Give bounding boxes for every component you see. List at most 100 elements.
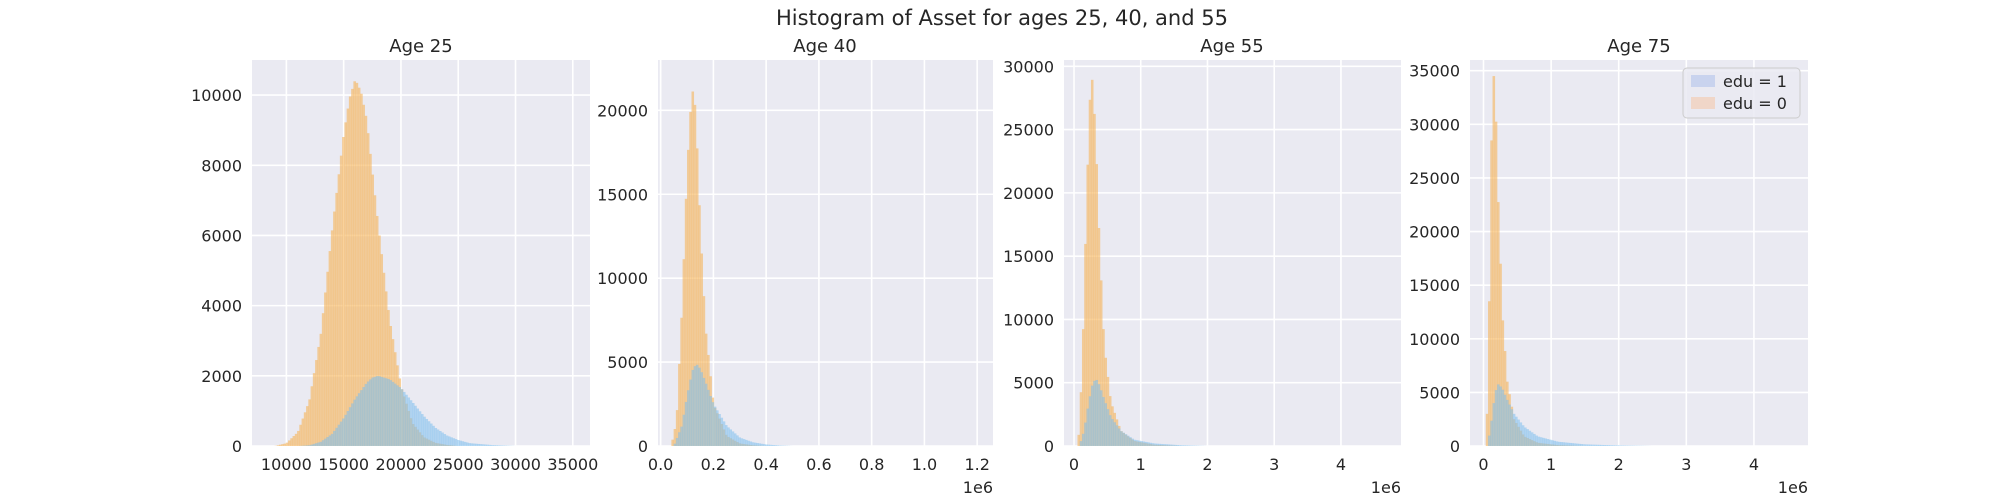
bar-edu1	[742, 439, 746, 446]
bar-edu0	[382, 272, 386, 446]
bar-edu1	[466, 442, 469, 446]
bar-edu0	[1104, 357, 1107, 446]
bar-edu1	[1566, 442, 1570, 446]
bar-edu1	[1512, 413, 1516, 446]
bar-edu1	[751, 442, 755, 446]
bar-edu1	[684, 401, 688, 446]
x-tick-label: 0	[1478, 455, 1488, 474]
bar-edu1	[736, 435, 739, 446]
bar-edu0	[1488, 301, 1491, 446]
bar-edu1	[1492, 403, 1496, 446]
y-tick-label: 20000	[1409, 223, 1460, 242]
y-tick-label: 5000	[1013, 374, 1054, 393]
bar-edu1	[389, 380, 393, 446]
bar-edu1	[360, 390, 363, 446]
bar-edu1	[1149, 442, 1152, 446]
bar-edu1	[1528, 430, 1532, 446]
bar-edu0	[1099, 280, 1103, 446]
bar-edu0	[691, 91, 695, 446]
panel-title: Age 75	[1607, 36, 1670, 57]
panel-title: Age 40	[793, 36, 856, 57]
bar-edu1	[765, 444, 768, 446]
bar-edu0	[378, 235, 381, 446]
bar-edu1	[1099, 390, 1103, 446]
bar-edu0	[371, 174, 374, 446]
bar-edu1	[704, 383, 708, 446]
legend-label-edu0: edu = 0	[1723, 94, 1787, 113]
bar-edu1	[1503, 394, 1507, 446]
bar-edu1	[1490, 420, 1493, 446]
bar-edu1	[477, 443, 480, 446]
bar-edu0	[339, 155, 343, 447]
bar-edu1	[414, 405, 417, 446]
bar-edu1	[333, 430, 336, 446]
bar-edu1	[439, 431, 442, 446]
bar-edu1	[769, 444, 773, 446]
bar-edu0	[319, 333, 323, 446]
bar-edu1	[727, 427, 730, 446]
bar-edu0	[321, 313, 325, 446]
bar-edu0	[326, 271, 329, 446]
gridlines	[1064, 60, 1401, 447]
plot-area	[252, 60, 590, 446]
bar-edu1	[713, 406, 717, 446]
bar-edu0	[387, 310, 390, 446]
bar-edu1	[346, 411, 350, 446]
bar-edu1	[306, 445, 309, 446]
bar-edu1	[317, 442, 320, 446]
bar-edu0	[1086, 164, 1090, 446]
bar-edu1	[1521, 425, 1525, 446]
bar-edu1	[484, 444, 487, 446]
bar-edu1	[357, 393, 361, 446]
bar-edu0	[281, 444, 284, 446]
bar-edu0	[700, 253, 703, 446]
y-tick-label: 10000	[1003, 310, 1054, 329]
x-tick-label: 2	[1614, 455, 1624, 474]
bar-edu0	[288, 440, 291, 446]
x-tick-label: 10000	[261, 455, 312, 474]
bar-edu1	[423, 416, 426, 446]
bar-edu1	[1609, 445, 1613, 446]
legend: edu = 1 edu = 0	[1682, 67, 1801, 119]
bar-edu1	[366, 381, 370, 446]
bar-edu1	[1097, 384, 1101, 446]
bar-edu0	[279, 444, 282, 446]
bar-edu1	[709, 396, 712, 446]
bar-edu0	[678, 363, 681, 446]
bar-edu1	[1162, 444, 1166, 446]
bar-edu0	[380, 254, 383, 446]
bar-edu1	[497, 445, 501, 446]
y-tick-label: 35000	[1409, 62, 1460, 81]
bar-edu0	[351, 88, 354, 446]
x-tick-label: 1.2	[964, 455, 989, 474]
y-tick-label: 8000	[201, 156, 242, 175]
bar-edu1	[718, 414, 721, 446]
bar-edu1	[461, 441, 465, 446]
bar-edu1	[490, 445, 494, 446]
bar-edu1	[454, 439, 458, 446]
bar-edu0	[346, 108, 350, 447]
bar-edu0	[1079, 392, 1083, 446]
bar-edu1	[495, 445, 498, 446]
bar-edu1	[369, 379, 372, 446]
bar-edu0	[317, 346, 320, 446]
legend-swatch-edu1	[1691, 75, 1715, 87]
bar-edu1	[486, 444, 489, 446]
bar-edu1	[691, 369, 695, 446]
bar-edu1	[1533, 433, 1536, 446]
y-tick-label: 25000	[1409, 169, 1460, 188]
bar-edu1	[756, 443, 759, 446]
bar-edu0	[328, 251, 332, 446]
bar-edu1	[1524, 427, 1527, 446]
bar-edu1	[475, 443, 478, 446]
bar-edu1	[1515, 416, 1518, 446]
bar-edu1	[680, 426, 683, 446]
bar-edu1	[1596, 444, 1599, 446]
bar-edu1	[1593, 444, 1597, 446]
bar-edu1	[324, 438, 327, 446]
bar-edu1	[682, 414, 686, 446]
tick-labels: 0 5000 10000 15000 20000 25000 30000 0 1 2 3 4	[1003, 57, 1346, 474]
bar-edu1	[321, 440, 325, 446]
bar-edu1	[700, 372, 703, 446]
histogram-bars	[1485, 76, 1653, 447]
